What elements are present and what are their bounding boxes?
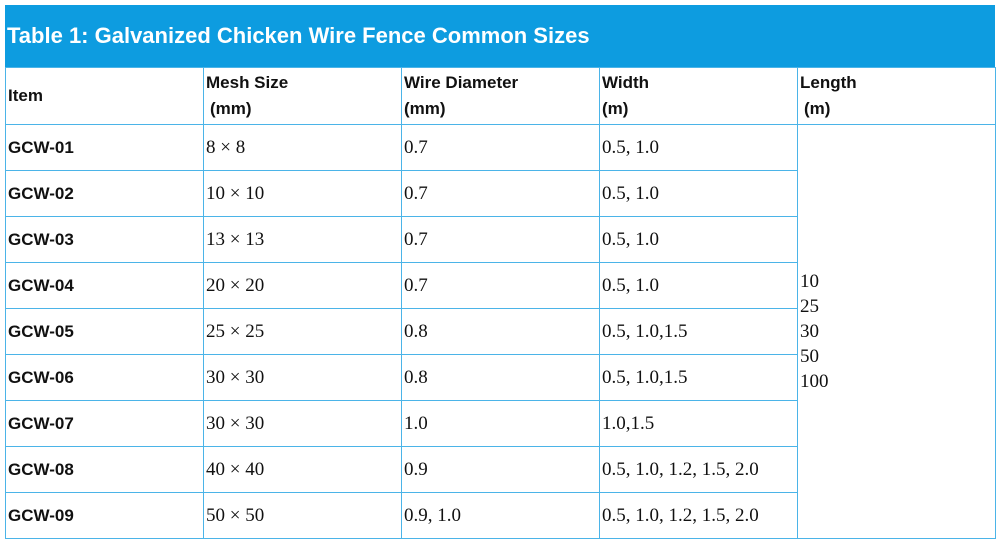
wire-diameter-cell: 1.0 <box>401 400 600 447</box>
length-cell: 10 25 30 50 100 <box>797 124 996 539</box>
item-cell: GCW-01 <box>5 124 204 171</box>
mesh-size-cell: 10 × 10 <box>203 170 402 217</box>
wire-diameter-cell: 0.7 <box>401 216 600 263</box>
length-value: 25 <box>800 296 819 317</box>
header-item: Item <box>5 67 204 125</box>
item-cell: GCW-06 <box>5 354 204 401</box>
header-wire-diameter: Wire Diameter (mm) <box>401 67 600 125</box>
mesh-size-cell: 20 × 20 <box>203 262 402 309</box>
mesh-size-cell: 50 × 50 <box>203 492 402 539</box>
item-cell: GCW-09 <box>5 492 204 539</box>
item-cell: GCW-03 <box>5 216 204 263</box>
table-row: GCW-05 25 × 25 0.8 0.5, 1.0,1.5 <box>5 308 996 355</box>
mesh-size-cell: 40 × 40 <box>203 446 402 493</box>
table-row: GCW-08 40 × 40 0.9 0.5, 1.0, 1.2, 1.5, 2.0 <box>5 446 996 493</box>
table-row: GCW-09 50 × 50 0.9, 1.0 0.5, 1.0, 1.2, 1.5,… <box>5 492 996 539</box>
table-row: GCW-02 10 × 10 0.7 0.5, 1.0 <box>5 170 996 217</box>
length-value: 50 <box>800 346 819 367</box>
sizes-table: Item Mesh Size (mm) Wire Diameter (mm) Wid… <box>5 67 996 539</box>
item-cell: GCW-05 <box>5 308 204 355</box>
width-cell: 0.5, 1.0, 1.2, 1.5, 2.0 <box>599 446 798 493</box>
wire-diameter-cell: 0.8 <box>401 354 600 401</box>
mesh-size-cell: 30 × 30 <box>203 354 402 401</box>
item-cell: GCW-02 <box>5 170 204 217</box>
wire-diameter-cell: 0.7 <box>401 262 600 309</box>
wire-diameter-cell: 0.7 <box>401 124 600 171</box>
width-cell: 0.5, 1.0,1.5 <box>599 308 798 355</box>
item-cell: GCW-08 <box>5 446 204 493</box>
table-title: Table 1: Galvanized Chicken Wire Fence C… <box>5 5 995 67</box>
width-cell: 1.0,1.5 <box>599 400 798 447</box>
mesh-size-cell: 25 × 25 <box>203 308 402 355</box>
table-body: GCW-01 8 × 8 0.7 0.5, 1.0 10 25 30 50 100 GCW-02 1… <box>5 124 996 539</box>
table-row: GCW-04 20 × 20 0.7 0.5, 1.0 <box>5 262 996 309</box>
length-value: 10 <box>800 271 819 292</box>
mesh-size-cell: 8 × 8 <box>203 124 402 171</box>
wire-diameter-cell: 0.9 <box>401 446 600 493</box>
width-cell: 0.5, 1.0,1.5 <box>599 354 798 401</box>
table-row: GCW-06 30 × 30 0.8 0.5, 1.0,1.5 <box>5 354 996 401</box>
width-cell: 0.5, 1.0 <box>599 216 798 263</box>
length-value: 100 <box>800 371 829 392</box>
mesh-size-cell: 30 × 30 <box>203 400 402 447</box>
width-cell: 0.5, 1.0, 1.2, 1.5, 2.0 <box>599 492 798 539</box>
wire-diameter-cell: 0.7 <box>401 170 600 217</box>
width-cell: 0.5, 1.0 <box>599 124 798 171</box>
header-mesh-size: Mesh Size (mm) <box>203 67 402 125</box>
header-row: Item Mesh Size (mm) Wire Diameter (mm) Wid… <box>5 67 996 125</box>
item-cell: GCW-04 <box>5 262 204 309</box>
length-value: 30 <box>800 321 819 342</box>
table-row: GCW-07 30 × 30 1.0 1.0,1.5 <box>5 400 996 447</box>
table-container: Table 1: Galvanized Chicken Wire Fence C… <box>5 5 996 539</box>
header-width: Width (m) <box>599 67 798 125</box>
width-cell: 0.5, 1.0 <box>599 262 798 309</box>
header-length: Length (m) <box>797 67 996 125</box>
table-row: GCW-01 8 × 8 0.7 0.5, 1.0 10 25 30 50 100 <box>5 124 996 539</box>
mesh-size-cell: 13 × 13 <box>203 216 402 263</box>
wire-diameter-cell: 0.8 <box>401 308 600 355</box>
wire-diameter-cell: 0.9, 1.0 <box>401 492 600 539</box>
item-cell: GCW-07 <box>5 400 204 447</box>
table-row: GCW-03 13 × 13 0.7 0.5, 1.0 <box>5 216 996 263</box>
width-cell: 0.5, 1.0 <box>599 170 798 217</box>
